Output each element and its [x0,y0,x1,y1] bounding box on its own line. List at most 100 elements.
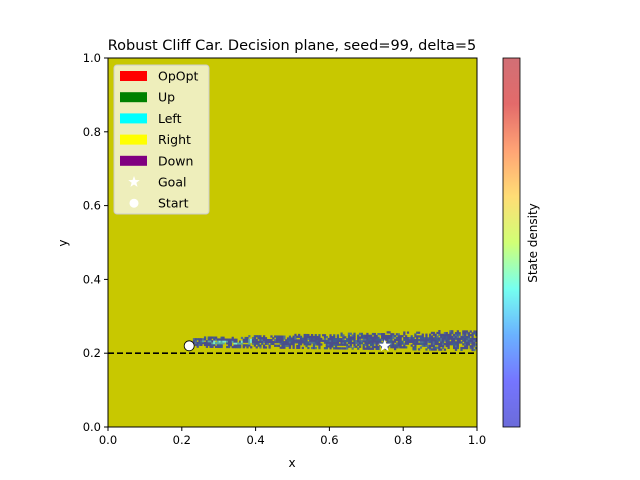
density-cell [318,343,321,346]
density-cell [388,340,391,343]
density-cell [312,337,316,340]
density-cell [309,339,312,342]
density-cell [443,337,447,340]
density-cell [333,347,336,350]
density-cell [373,332,376,336]
density-cell [475,337,477,341]
density-cell [429,335,432,338]
density-cell [194,341,197,345]
density-cell [309,343,312,346]
density-cell [310,334,314,337]
density-cell [318,335,321,339]
density-cell [360,342,364,345]
density-cell [331,341,334,344]
density-cell [298,339,301,342]
density-cell [453,341,456,344]
density-cell [261,337,264,340]
density-cell [388,342,391,345]
density-cell [274,339,277,342]
density-cell [360,340,364,343]
legend-swatch [120,92,147,103]
density-cell [259,335,262,338]
legend-swatch [120,113,147,124]
density-cell [307,333,310,337]
density-cell [283,342,286,346]
density-cell [456,332,459,335]
density-cell [369,342,373,345]
density-cell [456,333,459,337]
density-cell [462,335,465,339]
density-cell [338,338,341,341]
density-cell [423,340,426,344]
density-cell [279,335,282,338]
density-cell [375,344,378,347]
density-cell [246,340,249,343]
density-cell [465,330,469,333]
density-cell [248,338,251,342]
density-cell [434,348,437,351]
density-cell [453,335,456,338]
density-cell [425,339,428,342]
density-cell [399,335,402,338]
density-cell [216,343,220,347]
density-cell [451,335,454,338]
density-cell [475,332,477,335]
density-cell [381,338,384,341]
density-cell [220,342,223,345]
density-cell [362,345,365,348]
density-cell [310,339,314,342]
density-cell [371,347,375,350]
density-cell [456,341,459,344]
density-cell [237,342,240,345]
density-cell [301,346,304,350]
x-tick-label: 0.6 [320,433,338,447]
density-cell [246,336,249,340]
density-cell [227,338,231,341]
density-cell [386,340,389,343]
density-cell [416,340,419,344]
density-cell [351,336,354,339]
density-cell [266,339,269,342]
density-cell [281,341,284,344]
density-cell [443,339,447,342]
density-cell [235,340,238,343]
density-cell [338,343,341,346]
density-cell [388,334,391,338]
density-cell [465,345,469,348]
density-cell [357,343,360,347]
density-cell [196,345,199,348]
density-cell [323,334,327,337]
density-cell [298,343,301,346]
density-cell [447,337,450,340]
density-cell [375,345,378,349]
density-cell [292,337,295,340]
density-cell [290,337,293,340]
density-cell [403,331,406,334]
density-cell [262,337,266,340]
density-cell [314,346,317,350]
density-cell [274,344,277,347]
density-cell [334,347,338,350]
density-cell [386,336,389,340]
density-cell [427,340,430,344]
density-cell [349,341,352,345]
density-cell [432,346,435,349]
density-cell [403,346,406,349]
density-cell [425,335,428,338]
density-cell [366,347,369,350]
density-cell [423,342,426,346]
density-cell [371,332,375,336]
density-cell [438,342,441,346]
x-axis-label: x [288,456,295,470]
density-cell [405,337,408,340]
density-cell [441,337,445,340]
density-cell [318,341,321,344]
density-cell [443,335,447,338]
x-tick-label: 0.4 [246,433,264,447]
density-cell [346,345,349,348]
density-cell [453,339,456,342]
density-cell [430,342,434,346]
density-cell [430,335,434,338]
density-cell [458,337,461,340]
density-cell [375,342,378,345]
